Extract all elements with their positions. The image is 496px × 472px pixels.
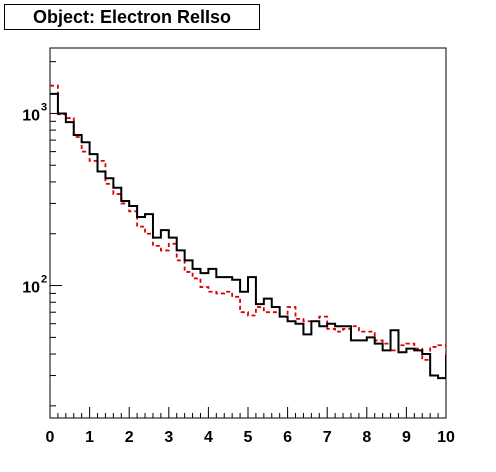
chart-title: Object: Electron RelIso bbox=[4, 4, 260, 30]
x-tick-label: 7 bbox=[323, 429, 332, 446]
y-tick-exponent: 2 bbox=[41, 274, 47, 286]
x-tick-label: 2 bbox=[125, 429, 134, 446]
x-tick-label: 3 bbox=[164, 429, 173, 446]
y-tick-exponent: 3 bbox=[41, 101, 47, 113]
x-tick-label: 4 bbox=[204, 429, 213, 446]
x-tick-label: 9 bbox=[402, 429, 411, 446]
y-tick-label: 10 bbox=[22, 107, 40, 124]
y-tick-label: 10 bbox=[22, 280, 40, 297]
plot-frame bbox=[49, 47, 447, 419]
histogram-red-dashed bbox=[50, 84, 446, 363]
x-tick-label: 8 bbox=[362, 429, 371, 446]
x-tick-label: 1 bbox=[85, 429, 94, 446]
x-tick-label: 10 bbox=[437, 429, 455, 446]
x-tick-label: 5 bbox=[244, 429, 253, 446]
x-tick-label: 0 bbox=[46, 429, 55, 446]
x-tick-label: 6 bbox=[283, 429, 292, 446]
histogram-black bbox=[50, 92, 446, 380]
